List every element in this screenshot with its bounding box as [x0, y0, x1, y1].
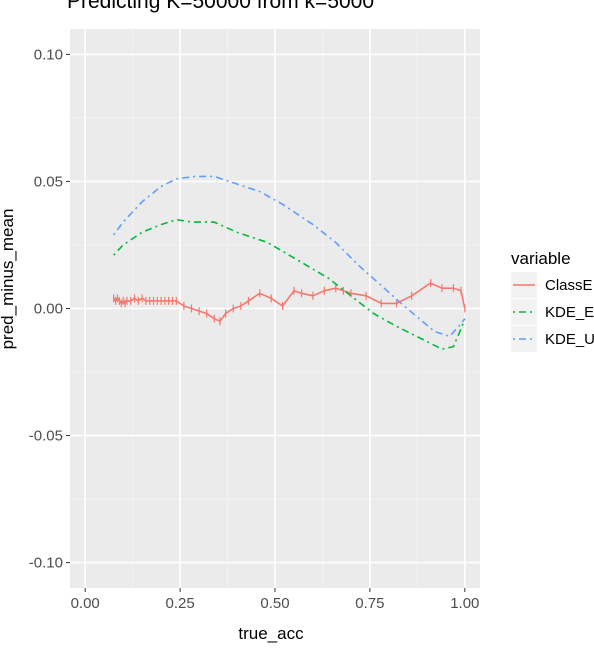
x-tick-label: 0.00 [71, 595, 100, 612]
chart-title: Predicting K=50000 from k=5000 [67, 0, 374, 13]
y-tick-label: 0.05 [34, 173, 63, 190]
x-tick-label: 0.50 [260, 595, 289, 612]
x-axis-title: true_acc [238, 624, 304, 643]
y-tick-label: 0.10 [34, 46, 63, 63]
y-tick-label: -0.05 [29, 428, 63, 445]
legend-label-kde-e: KDE_E [545, 304, 594, 321]
series-layer [113, 175, 466, 351]
x-tick-label: 1.00 [450, 595, 479, 612]
grid [70, 29, 480, 588]
legend-label-kde-u: KDE_U [545, 331, 594, 348]
x-tick-label: 0.75 [355, 595, 384, 612]
y-axis-title: pred_minus_mean [0, 209, 17, 350]
y-tick-label: -0.10 [29, 555, 63, 572]
legend-title: variable [511, 249, 571, 268]
legend: variable ClassE KDE_E KDE_U [511, 249, 594, 352]
x-tick-label: 0.25 [165, 595, 194, 612]
y-tick-label: 0.00 [34, 301, 63, 318]
series-line-kde-u [113, 175, 466, 338]
series-line-kde-e [113, 218, 466, 351]
axes: 0.00 0.25 0.50 0.75 1.00 -0.10 -0.05 0.00 0.05 0.… [29, 46, 480, 612]
legend-label-classe: ClassE [545, 277, 593, 294]
